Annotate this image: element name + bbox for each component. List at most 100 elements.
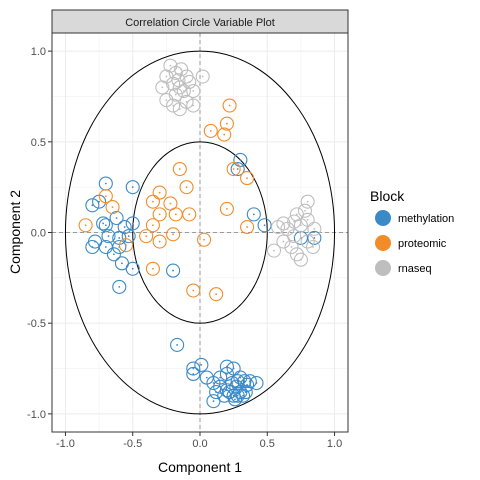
point-center-methylation bbox=[236, 394, 239, 397]
x-tick-label: 1.0 bbox=[327, 438, 342, 450]
point-center-proteomic bbox=[215, 293, 218, 296]
point-methylation bbox=[236, 388, 251, 403]
point-rnaseq bbox=[195, 69, 210, 84]
point-center-rnaseq bbox=[300, 258, 302, 261]
point-center-methylation bbox=[252, 213, 255, 216]
point-rnaseq bbox=[174, 62, 189, 77]
y-axis: -1.0 -0.5 0.0 0.5 1.0 bbox=[27, 46, 52, 421]
point-center-rnaseq bbox=[188, 81, 191, 83]
series-rnaseq bbox=[155, 58, 322, 267]
point-center-proteomic bbox=[209, 130, 212, 132]
point-proteomic bbox=[186, 283, 201, 298]
point-proteomic bbox=[98, 189, 113, 204]
point-proteomic bbox=[182, 207, 197, 222]
series-proteomic bbox=[78, 98, 255, 302]
point-center-rnaseq bbox=[312, 246, 314, 248]
point-center-rnaseq bbox=[306, 218, 309, 221]
point-center-methylation bbox=[192, 367, 195, 370]
point-methylation bbox=[226, 361, 241, 376]
point-rnaseq bbox=[266, 243, 282, 258]
legend-label-proteomic: proteomic bbox=[398, 238, 447, 250]
point-center-methylation bbox=[200, 363, 203, 366]
point-center-methylation bbox=[131, 222, 134, 225]
point-center-methylation bbox=[172, 269, 174, 272]
point-center-proteomic bbox=[152, 200, 154, 203]
point-proteomic bbox=[145, 261, 160, 276]
point-center-proteomic bbox=[84, 224, 87, 227]
point-proteomic bbox=[217, 127, 232, 142]
point-center-proteomic bbox=[169, 202, 172, 205]
point-center-rnaseq bbox=[293, 235, 296, 238]
reference-lines bbox=[52, 33, 348, 432]
x-axis: -1.0 -0.5 0.0 0.5 1.0 bbox=[56, 432, 342, 450]
point-proteomic bbox=[179, 180, 194, 195]
point-center-methylation bbox=[236, 168, 239, 170]
point-proteomic bbox=[145, 194, 160, 209]
point-rnaseq bbox=[276, 234, 291, 249]
legend: Block methylation proteomic rnaseq bbox=[370, 188, 454, 276]
point-center-proteomic bbox=[145, 235, 148, 238]
point-methylation bbox=[106, 247, 121, 262]
point-rnaseq bbox=[300, 234, 315, 249]
point-center-methylation bbox=[244, 391, 247, 393]
y-axis-title: Component 2 bbox=[7, 190, 23, 274]
legend-label-rnaseq: rnaseq bbox=[398, 263, 432, 275]
point-center-methylation bbox=[192, 373, 195, 375]
point-center-methylation bbox=[104, 246, 107, 248]
point-center-proteomic bbox=[228, 104, 231, 107]
point-center-methylation bbox=[102, 222, 105, 225]
point-center-rnaseq bbox=[165, 75, 168, 78]
point-methylation bbox=[206, 394, 221, 409]
point-proteomic bbox=[240, 220, 255, 235]
point-center-proteomic bbox=[111, 206, 114, 209]
point-center-methylation bbox=[232, 367, 235, 370]
point-center-methylation bbox=[121, 262, 123, 265]
point-methylation bbox=[125, 261, 140, 276]
point-methylation bbox=[96, 216, 111, 231]
point-center-methylation bbox=[107, 235, 110, 238]
legend-title: Block bbox=[370, 188, 405, 204]
point-center-methylation bbox=[205, 376, 208, 379]
point-center-methylation bbox=[131, 186, 134, 189]
point-methylation bbox=[307, 230, 322, 245]
x-tick-label: -1.0 bbox=[56, 438, 75, 450]
point-center-proteomic bbox=[152, 267, 154, 270]
point-rnaseq bbox=[287, 214, 302, 229]
point-center-methylation bbox=[115, 217, 118, 219]
data-points bbox=[78, 58, 322, 409]
point-proteomic bbox=[196, 232, 212, 247]
point-center-rnaseq bbox=[273, 249, 275, 252]
point-rnaseq bbox=[284, 239, 299, 255]
legend-label-methylation: methylation bbox=[398, 213, 454, 225]
point-center-rnaseq bbox=[300, 224, 302, 227]
point-center-rnaseq bbox=[313, 227, 316, 230]
point-rnaseq bbox=[300, 194, 315, 209]
point-proteomic bbox=[226, 161, 241, 177]
point-methylation bbox=[229, 379, 244, 394]
x-tick-label: 0.0 bbox=[192, 438, 207, 450]
point-rnaseq bbox=[176, 83, 191, 99]
point-center-proteomic bbox=[178, 168, 181, 170]
point-methylation bbox=[186, 366, 201, 382]
point-proteomic bbox=[222, 98, 237, 113]
point-center-methylation bbox=[104, 224, 107, 227]
x-tick-label: 0.5 bbox=[260, 438, 275, 450]
point-center-proteomic bbox=[158, 240, 161, 243]
point-center-methylation bbox=[263, 224, 266, 227]
point-proteomic bbox=[209, 287, 224, 302]
point-rnaseq bbox=[172, 102, 187, 117]
point-center-methylation bbox=[127, 235, 130, 238]
point-center-proteomic bbox=[152, 224, 154, 227]
point-methylation bbox=[249, 375, 264, 391]
point-proteomic bbox=[152, 207, 167, 222]
point-rnaseq bbox=[186, 83, 201, 99]
point-methylation bbox=[101, 229, 116, 244]
point-center-methylation bbox=[223, 394, 226, 397]
point-center-methylation bbox=[242, 394, 244, 397]
point-center-rnaseq bbox=[304, 209, 306, 212]
point-methylation bbox=[98, 218, 113, 233]
point-proteomic bbox=[139, 229, 154, 244]
point-center-proteomic bbox=[104, 195, 107, 198]
point-rnaseq bbox=[305, 239, 321, 255]
point-rnaseq bbox=[159, 93, 174, 108]
